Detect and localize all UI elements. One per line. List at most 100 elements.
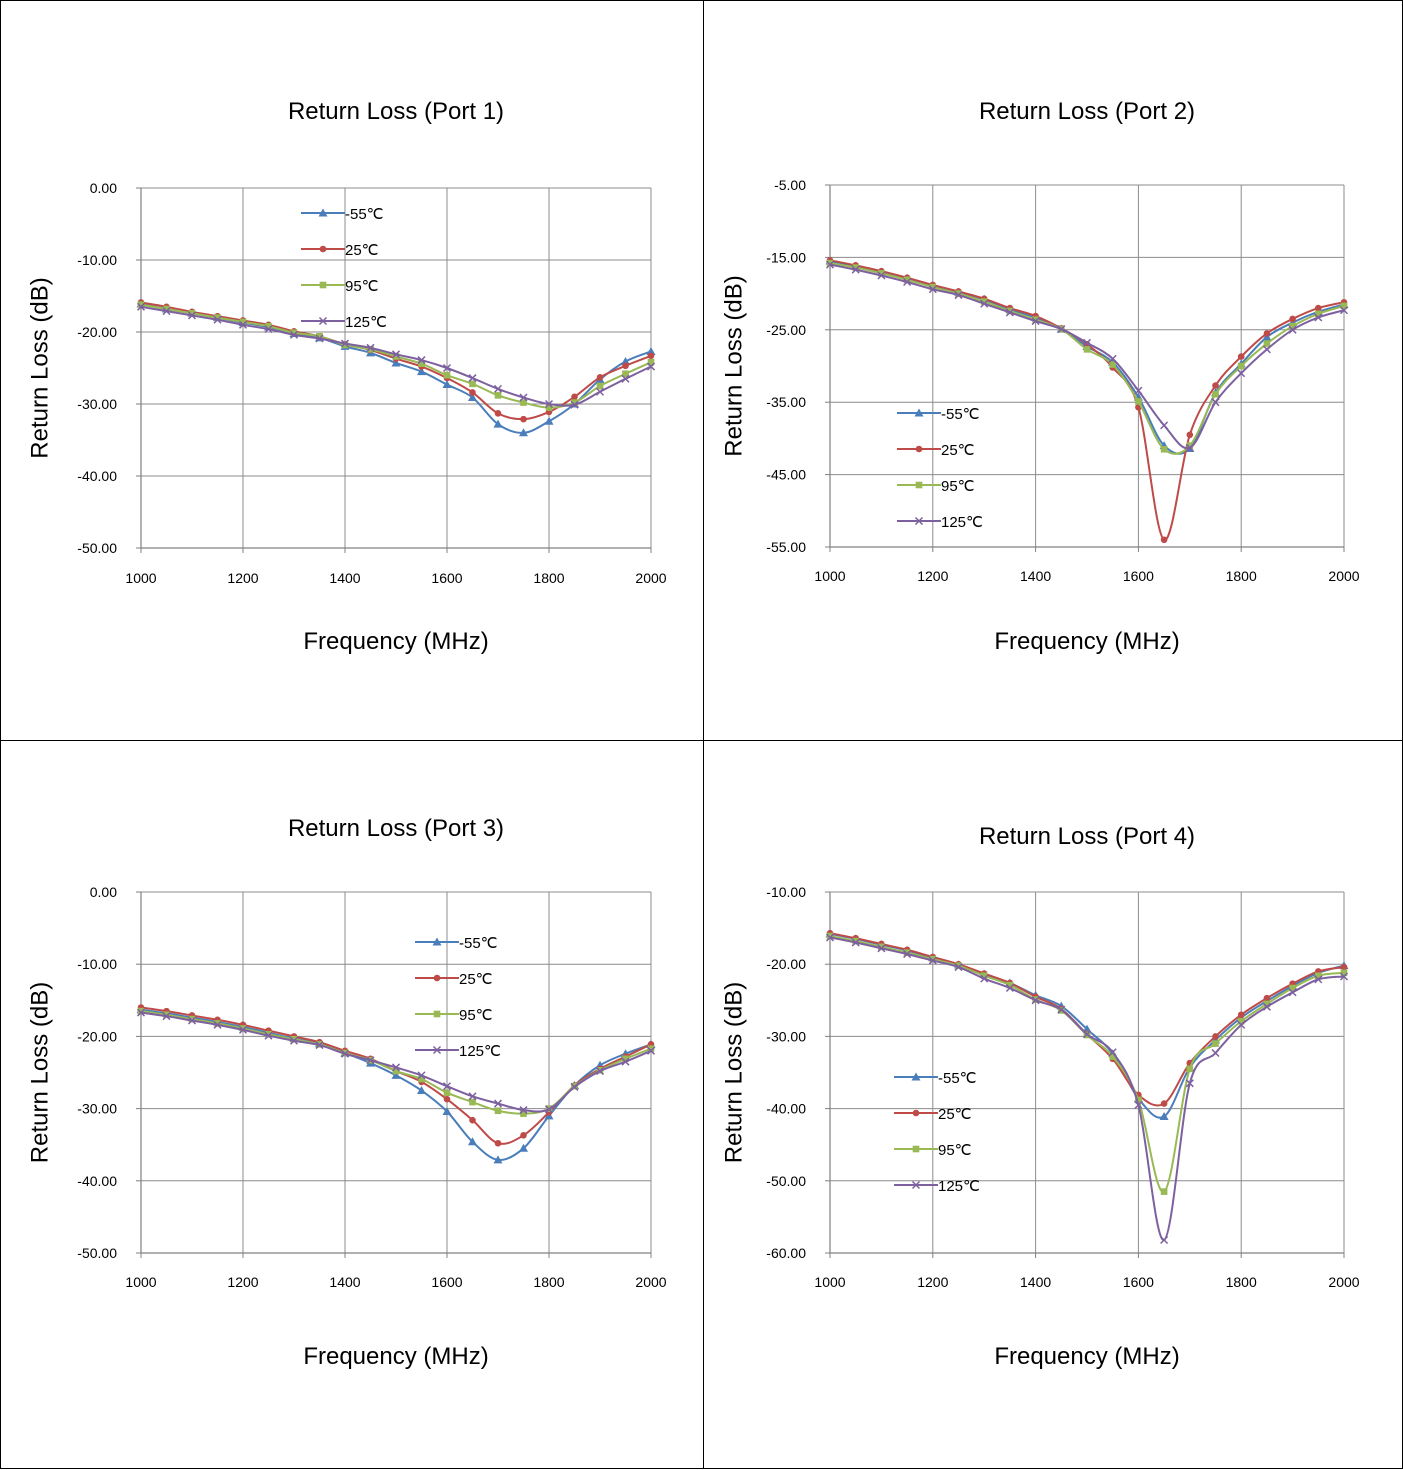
legend-item: -55℃ <box>301 206 384 223</box>
chart-title: Return Loss (Port 1) <box>288 98 504 125</box>
data-point <box>469 1098 476 1106</box>
chart-panel-port-4: Return Loss (Port 4) -10.00 -20.00 -30.00 -4… <box>703 740 1403 1469</box>
data-point <box>1315 304 1322 312</box>
legend-marker <box>912 1109 920 1117</box>
data-point <box>1237 1020 1246 1029</box>
data-point <box>877 944 886 953</box>
x-tick-label: 1800 <box>533 570 564 586</box>
data-point <box>1109 361 1116 368</box>
legend-label: -55℃ <box>345 206 384 223</box>
legend-label: -55℃ <box>938 1070 977 1087</box>
data-point <box>1005 308 1014 317</box>
data-point <box>1108 354 1117 363</box>
series-125℃ <box>136 1008 656 1115</box>
legend-marker <box>912 1145 920 1153</box>
data-point <box>290 329 298 337</box>
y-tick-label: -50.00 <box>766 1173 806 1189</box>
data-point <box>1289 322 1296 330</box>
series-125℃ <box>825 933 1349 1245</box>
data-point <box>391 350 401 359</box>
data-point <box>929 283 937 291</box>
data-point <box>852 937 859 945</box>
legend-item: 125℃ <box>894 1178 980 1195</box>
data-point <box>1057 325 1066 334</box>
legend-label: 95℃ <box>938 1142 972 1159</box>
data-point <box>1237 1011 1245 1019</box>
data-point <box>1237 362 1245 370</box>
data-point <box>544 399 554 409</box>
data-point <box>316 333 323 340</box>
legend-marker <box>911 1180 921 1190</box>
data-point <box>1186 431 1194 439</box>
data-point <box>826 259 834 267</box>
y-tick-label: -20.00 <box>766 956 806 972</box>
data-point <box>367 345 374 353</box>
x-tick-label: 1200 <box>917 1274 948 1290</box>
x-tick-label: 1400 <box>329 1274 360 1290</box>
data-point <box>1339 306 1349 315</box>
data-point <box>545 404 553 411</box>
y-tick-label: -60.00 <box>766 1245 806 1261</box>
data-point <box>162 307 171 316</box>
data-point <box>239 1025 247 1032</box>
x-axis-title: Frequency (MHz) <box>303 628 488 655</box>
legend: -55℃ 25℃ 95℃ 125℃ <box>415 935 501 1060</box>
data-point <box>366 1056 375 1065</box>
data-point <box>825 260 835 269</box>
legend-label: 95℃ <box>941 478 975 495</box>
data-point <box>417 367 426 376</box>
data-point <box>163 305 170 313</box>
legend-label: 25℃ <box>941 442 975 459</box>
legend-item: 25℃ <box>415 971 493 988</box>
data-point <box>1340 963 1348 971</box>
x-tick-label: 1400 <box>1020 568 1051 584</box>
data-point <box>442 1106 452 1115</box>
data-point <box>851 938 860 947</box>
legend-label: -55℃ <box>459 935 498 952</box>
legend-marker <box>915 481 923 489</box>
data-point <box>955 962 962 969</box>
y-tick-label: -55.00 <box>766 539 806 555</box>
line-chart: Return Loss (Port 4) -10.00 -20.00 -30.00 -4… <box>720 823 1359 1370</box>
legend-label: -55℃ <box>941 406 980 423</box>
data-point <box>137 1007 145 1015</box>
data-point <box>647 358 655 366</box>
x-axis-title: Frequency (MHz) <box>994 628 1179 655</box>
data-point <box>851 265 860 274</box>
data-point <box>646 1046 656 1055</box>
data-point <box>980 298 988 305</box>
data-point <box>929 955 937 963</box>
legend: -55℃ 25℃ 95℃ 125℃ <box>301 206 387 331</box>
legend-item: 125℃ <box>415 1043 501 1060</box>
data-point <box>392 353 400 360</box>
data-point <box>162 1012 171 1021</box>
data-point <box>391 1063 401 1072</box>
data-point <box>1185 1079 1194 1088</box>
x-tick-label: 2000 <box>635 570 666 586</box>
data-point <box>1289 315 1296 323</box>
data-point <box>928 956 937 965</box>
data-point <box>1289 984 1296 992</box>
data-point <box>1135 1096 1142 1104</box>
data-point <box>340 1049 350 1058</box>
data-point <box>621 357 630 366</box>
legend-item: 95℃ <box>301 278 379 295</box>
data-point <box>1160 1100 1168 1107</box>
data-point <box>1314 975 1323 984</box>
gridlines <box>830 184 1345 547</box>
data-point <box>265 322 272 330</box>
data-point <box>1340 302 1348 310</box>
chart-panel-port-2: Return Loss (Port 2) -5.00 -15.00 -25.00 -35… <box>703 0 1403 741</box>
legend-item: 125℃ <box>897 514 983 531</box>
legend-item: 25℃ <box>897 442 975 459</box>
data-point <box>1211 398 1220 407</box>
data-point <box>1057 1005 1066 1014</box>
data-point <box>544 1105 554 1114</box>
y-tick-label: -45.00 <box>766 467 806 483</box>
y-tick-label: -40.00 <box>77 1173 117 1189</box>
series-line <box>829 932 1345 1107</box>
data-point <box>1339 972 1349 981</box>
y-tick-label: -50.00 <box>77 1245 117 1261</box>
chart-title: Return Loss (Port 2) <box>979 98 1195 125</box>
y-axis-title: Return Loss (dB) <box>26 277 53 458</box>
